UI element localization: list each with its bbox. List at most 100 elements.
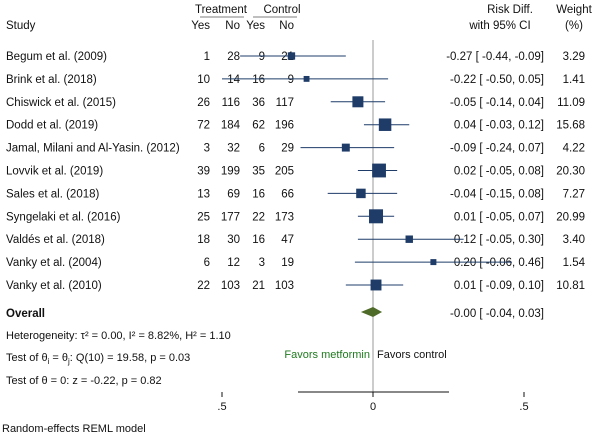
treatment-no: 177	[221, 211, 240, 223]
study-name: Valdés et al. (2018)	[6, 234, 105, 246]
model-note: Random-effects REML model	[2, 423, 146, 435]
treatment-yes: 72	[197, 120, 210, 132]
weight-text: 1.41	[563, 74, 585, 86]
effect-text: 0.04 [ -0.03, 0.12]	[454, 120, 544, 132]
x-tick-label: 0	[370, 401, 376, 413]
treatment-no: 32	[227, 143, 240, 155]
header-study: Study	[6, 20, 36, 32]
treatment-yes: 26	[197, 97, 210, 109]
effect-square	[370, 279, 382, 291]
study-name: Jamal, Milani and Al-Yasin. (2012)	[6, 143, 180, 155]
favors-control: Favors control	[377, 349, 447, 361]
weight-text: 7.27	[563, 188, 585, 200]
effect-square	[369, 209, 384, 224]
effect-square	[430, 259, 437, 266]
header-c-no: No	[279, 20, 294, 32]
control-yes: 16	[252, 234, 265, 246]
effect-square	[356, 188, 366, 199]
effect-text: 0.01 [ -0.09, 0.10]	[454, 280, 544, 292]
study-marks	[222, 52, 512, 291]
overall-effect-text: -0.00 [ -0.04, 0.03]	[450, 308, 544, 320]
control-yes: 22	[252, 211, 265, 223]
effect-text: 0.20 [ -0.06, 0.46]	[454, 257, 544, 269]
treatment-no: 12	[227, 257, 240, 269]
effect-text: 0.01 [ -0.05, 0.07]	[454, 211, 544, 223]
weight-text: 3.40	[563, 234, 585, 246]
treatment-no: 184	[221, 120, 241, 132]
effect-text: -0.04 [ -0.15, 0.08]	[450, 188, 544, 200]
header-effect-line1: Risk Diff.	[487, 4, 533, 16]
effect-text: -0.22 [ -0.50, 0.05]	[450, 74, 544, 86]
control-yes: 16	[252, 74, 265, 86]
control-no: 205	[275, 166, 294, 178]
effect-square	[287, 52, 296, 60]
study-name: Vanky et al. (2010)	[6, 280, 102, 292]
treatment-yes: 6	[204, 257, 210, 269]
treatment-yes: 25	[197, 211, 210, 223]
treatment-yes: 18	[197, 234, 210, 246]
test-theta-zero: Test of θ = 0: z = -0.22, p = 0.82	[6, 375, 162, 387]
treatment-yes: 10	[197, 74, 210, 86]
header-t-yes: Yes	[191, 20, 210, 32]
study-name: Chiswick et al. (2015)	[6, 97, 116, 109]
control-yes: 35	[252, 166, 265, 178]
study-name: Brink et al. (2018)	[6, 74, 97, 86]
header-control: Control	[263, 4, 300, 16]
overall-label: Overall	[6, 308, 45, 320]
treatment-no: 103	[221, 280, 240, 292]
treatment-no: 69	[227, 188, 240, 200]
weight-text: 20.30	[556, 166, 585, 178]
weight-text: 4.22	[563, 143, 585, 155]
header-weight-line2: (%)	[565, 20, 583, 32]
treatment-yes: 39	[197, 166, 210, 178]
effect-square	[405, 235, 413, 243]
weight-text: 10.81	[556, 280, 585, 292]
treatment-yes: 13	[197, 188, 210, 200]
control-yes: 36	[252, 97, 265, 109]
overall-diamond	[360, 307, 383, 317]
study-name: Lovvik et al. (2019)	[6, 166, 103, 178]
treatment-yes: 22	[197, 280, 210, 292]
effect-text: -0.09 [ -0.24, 0.07]	[450, 143, 544, 155]
control-no: 47	[281, 234, 294, 246]
treatment-no: 116	[222, 97, 240, 109]
control-no: 19	[281, 257, 294, 269]
control-no: 173	[275, 211, 294, 223]
weight-text: 20.99	[556, 211, 585, 223]
treatment-no: 14	[227, 74, 240, 86]
study-rows: Begum et al. (2009) 1 28 9 21 -0.27 [ -0.44, …	[6, 51, 586, 292]
effect-text: -0.27 [ -0.44, -0.09]	[446, 51, 544, 63]
weight-text: 11.09	[557, 97, 585, 109]
header-treatment: Treatment	[195, 4, 248, 16]
test-theta-i-j: Test of θi = θj: Q(10) = 19.58, p = 0.03	[6, 352, 190, 366]
effect-square	[378, 118, 392, 131]
treatment-no: 199	[221, 166, 240, 178]
study-name: Syngelaki et al. (2016)	[6, 211, 121, 223]
control-yes: 16	[252, 188, 265, 200]
effect-square	[372, 163, 386, 178]
control-yes: 3	[259, 257, 265, 269]
study-name: Sales et al. (2018)	[6, 188, 100, 200]
treatment-yes: 3	[204, 143, 210, 155]
effect-text: 0.12 [ -0.05, 0.30]	[454, 234, 544, 246]
heterogeneity-text: Heterogeneity: τ² = 0.00, I² = 8.82%, H²…	[6, 330, 231, 342]
control-yes: 21	[252, 280, 265, 292]
study-name: Vanky et al. (2004)	[6, 257, 102, 269]
treatment-no: 30	[227, 234, 240, 246]
header-effect-line2: with 95% CI	[468, 20, 530, 32]
control-no: 29	[281, 143, 294, 155]
header-c-yes: Yes	[246, 20, 265, 32]
control-yes: 6	[259, 143, 265, 155]
effect-text: -0.05 [ -0.14, 0.04]	[450, 97, 544, 109]
control-yes: 9	[259, 51, 265, 63]
effect-square	[303, 75, 310, 82]
control-no: 66	[281, 188, 294, 200]
weight-text: 1.54	[563, 257, 586, 269]
x-ticks: .5 0 .5	[217, 392, 529, 413]
treatment-no: 28	[227, 51, 240, 63]
treatment-yes: 1	[204, 51, 210, 63]
effect-square	[352, 96, 364, 108]
study-name: Dodd et al. (2019)	[6, 120, 98, 132]
header-t-no: No	[225, 20, 240, 32]
